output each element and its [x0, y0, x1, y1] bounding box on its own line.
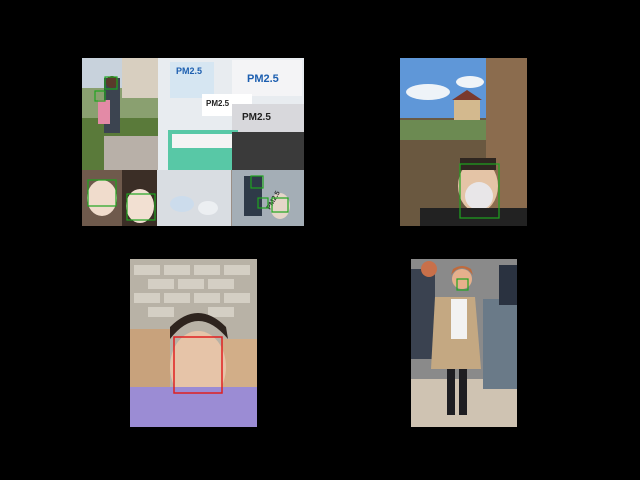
collage-image: PM2.5 PM2.5 PM2.5 PM2.5 PM2.5: [82, 58, 304, 226]
pm25-label-1: PM2.5: [176, 66, 202, 76]
face-box-mask-6: [257, 197, 269, 209]
face-box-mask-3: [87, 179, 117, 207]
respirator-image: [400, 58, 527, 226]
no-mask-image: [130, 259, 257, 427]
panel-respirator: [400, 58, 527, 226]
pm25-label-3: PM2.5: [206, 99, 230, 108]
street-image: [411, 259, 517, 427]
face-box-no-mask-1: [173, 336, 223, 394]
face-box-mask-7: [271, 197, 289, 213]
face-box-mask-9: [456, 278, 469, 291]
panel-collage: PM2.5 PM2.5 PM2.5 PM2.5 PM2.5: [82, 58, 304, 226]
panel-street: [411, 259, 517, 427]
face-box-mask-1: [104, 76, 118, 90]
face-box-mask-8: [459, 163, 500, 219]
pm25-label-4: PM2.5: [242, 112, 271, 123]
panel-no-mask: [130, 259, 257, 427]
face-box-mask-4: [126, 193, 156, 221]
pm25-label-2: PM2.5: [247, 73, 279, 85]
face-box-mask-2: [94, 90, 106, 102]
face-box-mask-5: [250, 175, 264, 189]
